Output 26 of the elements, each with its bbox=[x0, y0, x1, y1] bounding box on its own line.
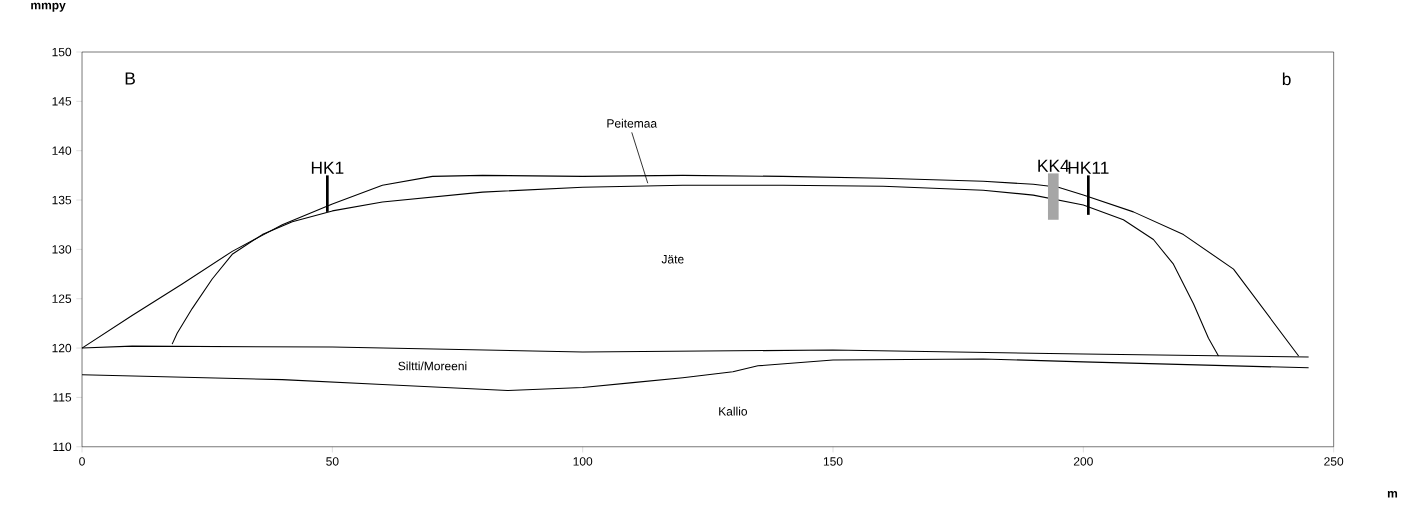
y-tick-label: 150 bbox=[52, 47, 72, 57]
y-tick-label: 130 bbox=[52, 245, 72, 254]
series-label: KK4 bbox=[1038, 159, 1070, 172]
annotation: Kallio bbox=[719, 406, 748, 416]
series-label: HK1 bbox=[311, 161, 344, 174]
y-axis-title: mmpy bbox=[31, 2, 66, 12]
x-tick-label: 100 bbox=[573, 457, 593, 466]
x-tick-label: 250 bbox=[1324, 457, 1344, 466]
y-tick-label: 135 bbox=[52, 195, 72, 205]
y-tick-label: 115 bbox=[53, 393, 72, 402]
annotation: Siltti/Moreeni bbox=[398, 361, 467, 371]
y-tick-label: 110 bbox=[53, 442, 72, 452]
y-tick-label: 145 bbox=[52, 97, 72, 106]
annotation: B bbox=[125, 72, 135, 85]
x-tick-label: 200 bbox=[1073, 457, 1093, 466]
y-tick-label: 125 bbox=[52, 294, 72, 304]
x-axis-title: m bbox=[1387, 491, 1398, 498]
annotation: Peitemaa bbox=[607, 118, 658, 128]
x-tick-label: 150 bbox=[823, 457, 843, 466]
x-tick-label: 0 bbox=[79, 457, 85, 466]
series-label: HK11 bbox=[1068, 161, 1109, 174]
y-tick-label: 140 bbox=[52, 146, 72, 156]
x-tick-label: 50 bbox=[326, 457, 339, 466]
y-tick-label: 120 bbox=[52, 343, 72, 353]
annotation: b bbox=[1282, 72, 1291, 86]
annotation: Jäte bbox=[661, 255, 684, 264]
